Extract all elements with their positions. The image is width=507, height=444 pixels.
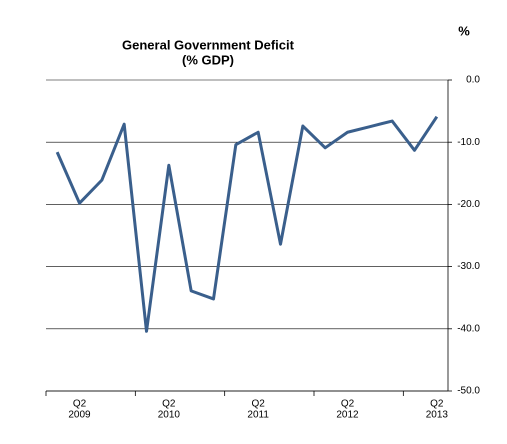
x-tick-label: Q2 bbox=[251, 399, 265, 410]
x-tick-label: 2011 bbox=[247, 410, 269, 421]
x-tick-label: 2013 bbox=[426, 410, 449, 421]
x-tick-label: Q2 bbox=[341, 399, 355, 410]
chart-subtitle: (% GDP) bbox=[182, 52, 234, 67]
y-tick-label: -50.0 bbox=[457, 386, 480, 397]
y-axis-label: % bbox=[458, 23, 470, 38]
y-tick-label: -40.0 bbox=[457, 323, 480, 334]
y-tick-label: -20.0 bbox=[457, 199, 480, 210]
y-tick-label: -30.0 bbox=[457, 261, 480, 272]
x-tick-label: Q2 bbox=[73, 399, 87, 410]
y-tick-label: 0.0 bbox=[466, 75, 480, 86]
x-tick-label: 2010 bbox=[158, 410, 181, 421]
y-tick-label: -10.0 bbox=[457, 137, 480, 148]
x-tick-label: 2012 bbox=[336, 410, 359, 421]
x-tick-label: Q2 bbox=[162, 399, 176, 410]
line-series bbox=[55, 115, 439, 333]
x-tick-label: 2009 bbox=[68, 410, 91, 421]
chart-title: General Government Deficit bbox=[122, 37, 295, 52]
x-tick-label: Q2 bbox=[430, 399, 444, 410]
